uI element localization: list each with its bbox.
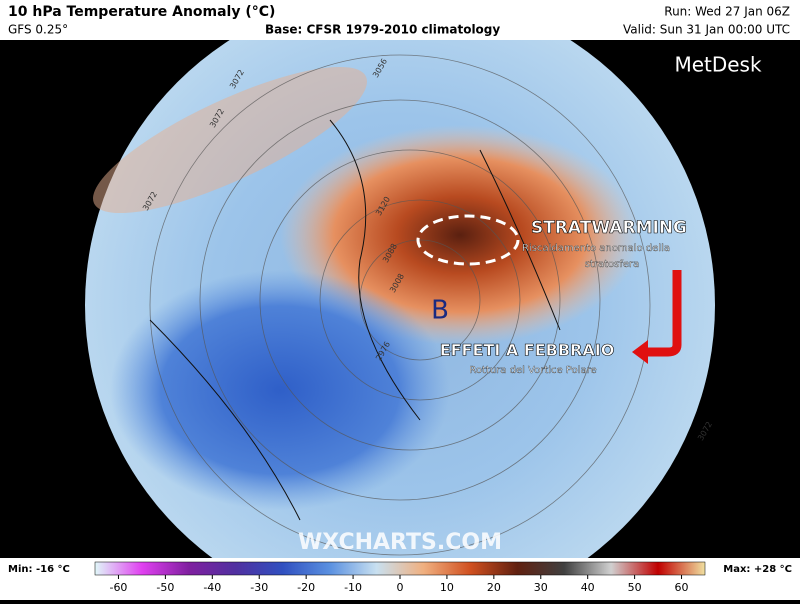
colorbar-tick-label: 50 bbox=[628, 581, 642, 594]
annotation-sub: Riscaldamento anomalo della bbox=[522, 243, 670, 254]
colorbar bbox=[94, 561, 706, 576]
colorbar-tick-label: 60 bbox=[675, 581, 689, 594]
arrow-head bbox=[632, 340, 648, 364]
brand: MetDesk bbox=[674, 53, 762, 77]
colorbar-tick-label: -10 bbox=[344, 581, 362, 594]
warm-band bbox=[93, 66, 367, 214]
colorbar-tick-label: 10 bbox=[440, 581, 454, 594]
highlight-ellipse bbox=[416, 214, 520, 266]
annotation-effects-sub: Rottura del Vortice Polare bbox=[469, 365, 596, 376]
contour-label: 3072 bbox=[696, 420, 714, 442]
low-marker: B bbox=[431, 296, 449, 326]
colorbar-tick-label: 30 bbox=[534, 581, 548, 594]
coastlines bbox=[149, 119, 561, 521]
annotation-effects: EFFETI A FEBBRAIO bbox=[440, 341, 615, 360]
colorbar-tick-label: -40 bbox=[203, 581, 221, 594]
max-label: Max: +28 °C bbox=[723, 564, 792, 575]
colorbar-tick-label: 0 bbox=[397, 581, 404, 594]
base: Base: CFSR 1979-2010 climatology bbox=[265, 23, 500, 37]
annotation-sub: stratosfera bbox=[585, 259, 640, 270]
colorbar-tick-label: -60 bbox=[109, 581, 127, 594]
cold-anomaly bbox=[110, 270, 450, 510]
header-band bbox=[0, 0, 800, 40]
arrow-shaft bbox=[645, 270, 682, 357]
title: 10 hPa Temperature Anomaly (°C) bbox=[8, 4, 275, 20]
run: Run: Wed 27 Jan 06Z bbox=[664, 5, 790, 19]
min-label: Min: -16 °C bbox=[8, 564, 70, 575]
colorbar-tick-label: -30 bbox=[250, 581, 268, 594]
valid: Valid: Sun 31 Jan 00:00 UTC bbox=[623, 23, 790, 37]
watermark: WXCHARTS.COM bbox=[298, 530, 502, 555]
model: GFS 0.25° bbox=[8, 23, 68, 37]
annotation-headline: STRATWARMING bbox=[531, 218, 687, 238]
colorbar-tick-label: 20 bbox=[487, 581, 501, 594]
contours bbox=[149, 54, 651, 556]
colorbar-tick-label: -50 bbox=[156, 581, 174, 594]
colorbar-tick-label: -20 bbox=[297, 581, 315, 594]
map bbox=[85, 40, 715, 558]
colorbar-tick-label: 40 bbox=[581, 581, 595, 594]
